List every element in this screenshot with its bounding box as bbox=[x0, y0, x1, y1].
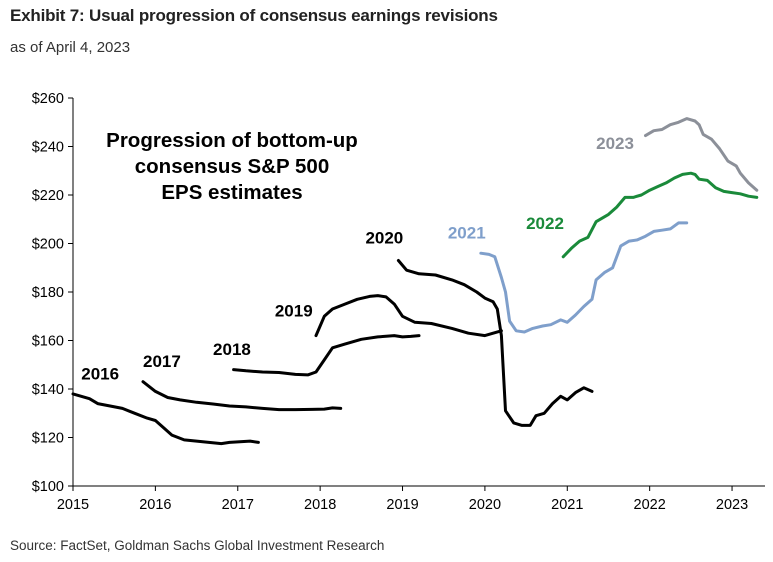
source-note: Source: FactSet, Goldman Sachs Global In… bbox=[10, 538, 385, 553]
series-label-2017: 2017 bbox=[143, 352, 181, 371]
x-tick-label: 2016 bbox=[139, 497, 171, 513]
y-tick-label: $200 bbox=[32, 237, 64, 253]
series-labels: 2016 2017 2018 2019 2020 2021 2022 2023 bbox=[81, 134, 634, 383]
x-tick-label: 2018 bbox=[304, 497, 336, 513]
series-label-2023: 2023 bbox=[596, 134, 634, 153]
y-tick-label: $140 bbox=[32, 382, 64, 398]
x-tick-label: 2017 bbox=[222, 497, 254, 513]
x-tick-label: 2020 bbox=[469, 497, 501, 513]
chart-subtitle: as of April 4, 2023 bbox=[10, 39, 131, 56]
x-tick-label: 2019 bbox=[386, 497, 418, 513]
y-tick-label: $260 bbox=[32, 91, 64, 107]
chart-axes: $100 $120 $140 $160 $180 $200 $220 $240 $260 2015… bbox=[32, 91, 765, 513]
annotation-line-3: EPS estimates bbox=[161, 181, 302, 204]
series-line-2016 bbox=[71, 392, 260, 446]
y-tick-label: $180 bbox=[32, 285, 64, 301]
x-tick-label: 2023 bbox=[716, 497, 748, 513]
chart-series bbox=[71, 117, 759, 446]
y-tick-label: $220 bbox=[32, 188, 64, 204]
series-label-2021: 2021 bbox=[448, 224, 486, 243]
series-line-2021 bbox=[479, 221, 689, 334]
series-label-2018: 2018 bbox=[213, 340, 251, 359]
y-tick-label: $100 bbox=[32, 479, 64, 495]
series-line-2019 bbox=[314, 294, 503, 338]
chart-title: Exhibit 7: Usual progression of consensu… bbox=[10, 6, 498, 25]
series-line-2022 bbox=[561, 171, 759, 259]
annotation-line-1: Progression of bottom-up bbox=[106, 129, 358, 152]
series-label-2019: 2019 bbox=[275, 301, 313, 320]
x-tick-label: 2015 bbox=[57, 497, 89, 513]
x-tick-label: 2022 bbox=[634, 497, 666, 513]
series-label-2016: 2016 bbox=[81, 364, 119, 383]
y-tick-label: $160 bbox=[32, 334, 64, 350]
y-tick-label: $240 bbox=[32, 140, 64, 156]
series-line-2017 bbox=[141, 380, 343, 412]
series-line-2020 bbox=[396, 259, 594, 427]
annotation-line-2: consensus S&P 500 bbox=[135, 155, 329, 178]
y-tick-label: $120 bbox=[32, 431, 64, 447]
series-line-2023 bbox=[644, 117, 759, 192]
series-line-2018 bbox=[232, 334, 421, 377]
series-label-2022: 2022 bbox=[526, 214, 564, 233]
x-tick-label: 2021 bbox=[551, 497, 583, 513]
series-label-2020: 2020 bbox=[365, 229, 403, 248]
